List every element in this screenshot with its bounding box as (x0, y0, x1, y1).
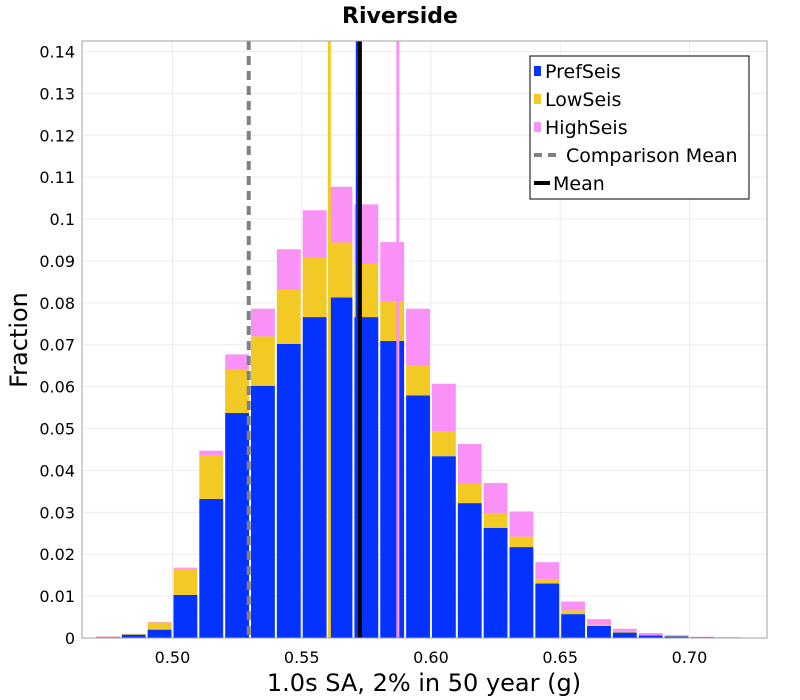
x-tick-label: 0.65 (542, 648, 578, 667)
mean-lines-layer (246, 41, 400, 638)
y-tick-label: 0.06 (39, 378, 75, 397)
bar-prefseis-11 (380, 340, 405, 638)
legend-label-comparison-mean: Comparison Mean (566, 145, 738, 167)
legend-swatch-lowseis (534, 94, 541, 104)
bar-prefseis-12 (406, 395, 430, 638)
legend-label-mean: Mean (553, 173, 605, 195)
bar-lowseis-8 (302, 258, 327, 318)
legend-label-lowseis: LowSeis (545, 89, 621, 111)
x-tick-label: 0.50 (155, 648, 191, 667)
y-tick-label: 0.03 (39, 503, 75, 522)
bar-prefseis-17 (535, 583, 560, 638)
y-tick-label: 0.13 (39, 84, 75, 103)
bar-highseis-16 (509, 511, 534, 537)
bar-prefseis-18 (561, 614, 586, 638)
bar-highseis-5 (225, 354, 250, 370)
bar-prefseis-16 (509, 547, 534, 638)
bar-highseis-12 (406, 308, 430, 366)
bar-lowseis-1 (121, 633, 146, 635)
bar-highseis-3 (173, 567, 198, 569)
x-tick-label: 0.55 (284, 648, 320, 667)
legend-box (529, 55, 750, 200)
bar-highseis-11 (380, 242, 405, 302)
bar-highseis-14 (457, 444, 482, 483)
bar-highseis-7 (276, 249, 301, 290)
chart-title: Riverside (342, 4, 458, 29)
y-tick-label: 0.01 (39, 587, 75, 606)
bar-highseis-8 (302, 210, 327, 259)
y-tick-label: 0.08 (39, 294, 75, 313)
bar-lowseis-13 (431, 431, 456, 457)
plot-frame (81, 40, 768, 639)
bar-lowseis-18 (561, 610, 586, 615)
x-tick-label: 0.70 (672, 648, 708, 667)
legend-label-highseis: HighSeis (545, 117, 628, 139)
y-tick-label: 0.12 (39, 126, 75, 145)
y-tick-label: 0.14 (39, 42, 75, 61)
bar-highseis-15 (483, 482, 508, 514)
y-axis-label: Fraction (5, 292, 33, 388)
bar-prefseis-19 (587, 625, 611, 638)
y-tick-label: 0.04 (39, 461, 75, 480)
bar-prefseis-1 (121, 634, 146, 638)
bar-lowseis-19 (587, 624, 611, 626)
bar-prefseis-20 (612, 632, 637, 638)
bar-highseis-17 (535, 562, 560, 580)
bar-lowseis-9 (328, 242, 353, 298)
y-tick-labels: 0 0.01 0.02 0.03 0.04 0.05 0.06 0.07 0.08 0.09 0.1… (39, 42, 75, 648)
bar-lowseis-14 (457, 482, 482, 504)
y-tick-label: 0.09 (39, 252, 75, 271)
bar-prefseis-21 (638, 635, 663, 638)
y-tick-label: 0.1 (50, 210, 75, 229)
bar-highseis-21 (638, 632, 663, 636)
bar-prefseis-2 (147, 629, 172, 638)
legend-swatch-highseis (534, 122, 541, 132)
x-tick-labels: 0.50 0.55 0.60 0.65 0.70 (155, 648, 708, 667)
bar-highseis-22 (664, 635, 689, 636)
y-tick-label: 0.11 (39, 168, 75, 187)
bar-highseis-9 (328, 186, 353, 243)
bar-prefseis-9 (328, 297, 353, 638)
bar-prefseis-22 (664, 636, 689, 638)
y-tick-label: 0.05 (39, 420, 75, 439)
y-tick-label: 0 (65, 629, 75, 648)
bar-highseis-4 (199, 450, 224, 456)
bar-prefseis-6 (251, 385, 275, 638)
bar-highseis-18 (561, 601, 586, 611)
bar-lowseis-5 (225, 369, 250, 414)
x-axis-label: 1.0s SA, 2% in 50 year (g) (267, 669, 581, 697)
bar-lowseis-3 (173, 568, 198, 595)
bar-lowseis-17 (535, 579, 560, 584)
bar-prefseis-4 (199, 498, 224, 638)
legend-label-prefseis: PrefSeis (545, 61, 621, 83)
bar-lowseis-15 (483, 513, 508, 528)
bar-lowseis-12 (406, 365, 430, 396)
bar-prefseis-5 (225, 413, 250, 638)
bars-layer (95, 186, 741, 638)
bar-prefseis-14 (457, 503, 482, 638)
legend: PrefSeis LowSeis HighSeis Comparison Mea… (529, 55, 750, 200)
bar-prefseis-8 (302, 317, 327, 638)
bar-highseis-19 (587, 619, 611, 625)
bar-lowseis-2 (147, 622, 172, 630)
bar-lowseis-4 (199, 455, 224, 499)
x-tick-label: 0.60 (413, 648, 449, 667)
bar-prefseis-15 (483, 527, 508, 638)
bar-lowseis-7 (276, 289, 301, 344)
bar-lowseis-20 (612, 631, 637, 633)
bar-prefseis-13 (431, 456, 456, 638)
bar-highseis-13 (431, 383, 456, 432)
bar-prefseis-3 (173, 594, 198, 638)
y-tick-label: 0.02 (39, 545, 75, 564)
bar-lowseis-11 (380, 301, 405, 341)
bar-lowseis-16 (509, 536, 534, 548)
legend-swatch-prefseis (534, 66, 541, 76)
bar-highseis-20 (612, 628, 637, 632)
y-tick-label: 0.07 (39, 336, 75, 355)
bar-prefseis-7 (276, 343, 301, 638)
bar-lowseis-6 (251, 336, 275, 386)
bar-highseis-6 (251, 308, 275, 337)
